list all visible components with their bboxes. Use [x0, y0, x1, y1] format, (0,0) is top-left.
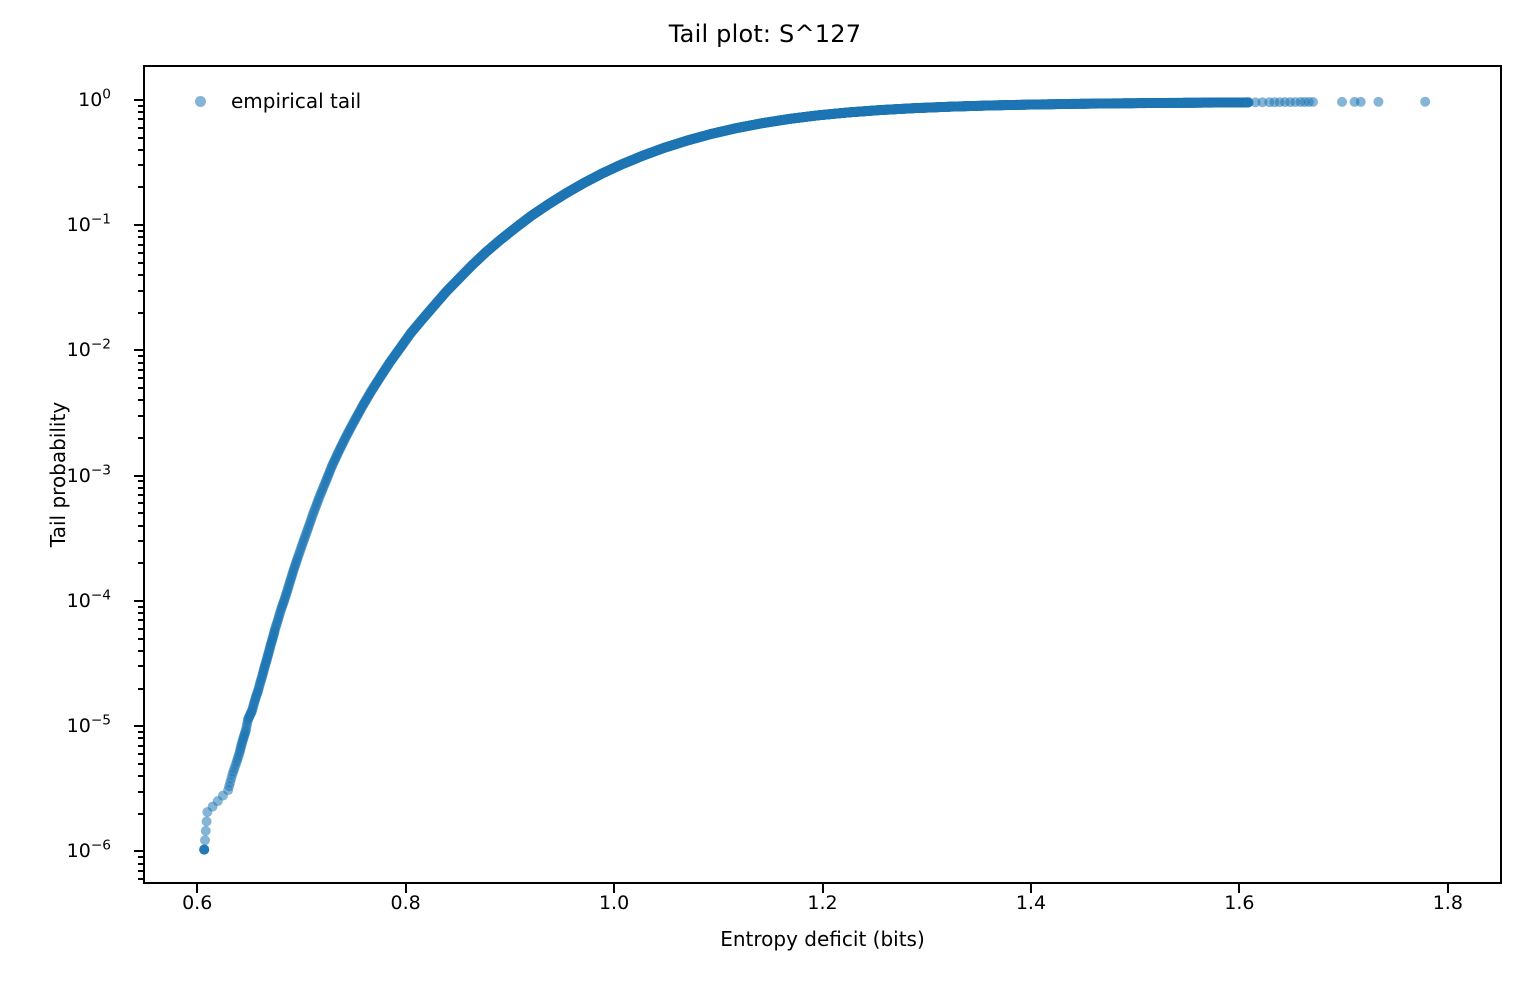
y-tick-label: 10−6: [66, 838, 111, 863]
y-tick-minor: [138, 368, 143, 371]
y-tick-minor: [138, 687, 143, 690]
y-tick-minor: [138, 486, 143, 489]
x-tick-major: [613, 884, 616, 893]
y-tick-label: 10−1: [66, 211, 111, 237]
y-tick-minor: [138, 562, 143, 565]
x-tick-label: 1.8: [1432, 892, 1463, 914]
circle-marker-icon: [194, 95, 206, 107]
y-tick-minor: [138, 502, 143, 505]
x-tick-label: 0.6: [182, 892, 213, 914]
y-tick-major: [134, 599, 143, 602]
y-tick-minor: [138, 118, 143, 121]
y-tick-minor: [138, 605, 143, 608]
x-tick-major: [1238, 884, 1241, 893]
x-tick-label: 1.0: [598, 892, 630, 914]
x-tick-major: [196, 884, 199, 893]
y-tick-minor: [138, 387, 143, 390]
y-tick-major: [134, 349, 143, 352]
y-tick-minor: [138, 399, 143, 402]
y-tick-minor: [138, 612, 143, 615]
y-tick-minor: [138, 111, 143, 114]
y-tick-minor: [138, 737, 143, 740]
y-tick-minor: [138, 512, 143, 515]
y-tick-minor: [138, 775, 143, 778]
y-tick-minor: [138, 862, 143, 865]
y-tick-minor: [138, 261, 143, 264]
legend: empirical tail: [163, 80, 367, 122]
y-tick-major: [134, 725, 143, 728]
y-tick-minor: [138, 790, 143, 793]
y-tick-minor: [138, 762, 143, 765]
y-tick-label: 100: [78, 86, 111, 111]
plot-area: [143, 65, 1502, 884]
chart-title: Tail plot: S^127: [668, 20, 862, 48]
y-tick-minor: [138, 274, 143, 277]
y-tick-minor: [138, 524, 143, 527]
y-tick-minor: [138, 186, 143, 189]
y-tick-major: [134, 224, 143, 227]
y-tick-minor: [138, 753, 143, 755]
y-tick-minor: [138, 164, 143, 167]
y-tick-minor: [138, 229, 143, 232]
y-tick-label: 10−3: [66, 462, 111, 487]
x-axis-label: Entropy deficit (bits): [720, 927, 925, 951]
y-tick-label: 10−5: [66, 712, 111, 738]
y-tick-minor: [138, 289, 143, 292]
y-tick-minor: [138, 361, 143, 364]
y-tick-minor: [138, 436, 143, 439]
y-tick-label: 10−2: [66, 337, 111, 362]
y-tick-minor: [138, 494, 143, 497]
y-tick-minor: [138, 744, 143, 747]
y-tick-minor: [138, 730, 143, 733]
x-tick-label: 1.6: [1224, 892, 1255, 914]
legend-marker-empirical-tail: [169, 95, 231, 107]
y-tick-minor: [138, 869, 143, 872]
x-tick-label: 0.8: [390, 892, 421, 914]
x-tick-major: [404, 884, 407, 893]
x-tick-label: 1.2: [807, 892, 838, 914]
y-tick-minor: [138, 251, 143, 254]
y-tick-minor: [138, 878, 143, 881]
y-tick-minor: [138, 649, 143, 652]
y-tick-minor: [138, 136, 143, 139]
y-tick-minor: [138, 104, 143, 107]
y-tick-minor: [138, 812, 143, 815]
legend-label-empirical-tail: empirical tail: [231, 89, 362, 113]
y-tick-minor: [138, 355, 143, 358]
x-tick-major: [1029, 884, 1032, 893]
y-tick-minor: [138, 236, 143, 239]
y-tick-minor: [138, 637, 143, 640]
x-tick-major: [1446, 884, 1449, 893]
y-tick-major: [134, 474, 143, 477]
y-tick-minor: [138, 126, 143, 129]
y-tick-minor: [138, 627, 143, 630]
y-tick-label: 10−4: [66, 587, 111, 612]
y-tick-minor: [138, 480, 143, 483]
y-tick-minor: [138, 665, 143, 668]
y-tick-major: [134, 850, 143, 853]
y-tick-minor: [138, 619, 143, 622]
y-tick-minor: [138, 377, 143, 380]
y-tick-minor: [138, 148, 143, 151]
y-tick-minor: [138, 311, 143, 314]
x-tick-label: 1.4: [1015, 892, 1047, 914]
y-tick-minor: [138, 856, 143, 859]
scatter-points-layer: [199, 96, 1431, 855]
y-tick-minor: [138, 540, 143, 543]
y-tick-minor: [138, 414, 143, 417]
y-tick-major: [134, 98, 143, 101]
y-tick-minor: [138, 243, 143, 246]
x-tick-major: [821, 884, 824, 893]
y-axis-label: Tail probability: [46, 401, 70, 548]
